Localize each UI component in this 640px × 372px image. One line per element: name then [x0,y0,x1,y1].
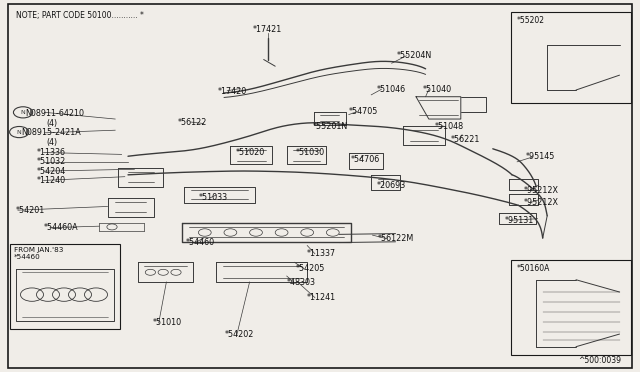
Text: FROM JAN.'83: FROM JAN.'83 [14,247,63,253]
Text: *11241: *11241 [307,293,337,302]
Text: *51040: *51040 [422,85,452,94]
Bar [511,12,631,103]
Text: *17421: *17421 [253,25,282,34]
Text: N08915-2421A: N08915-2421A [21,128,81,137]
Text: *54202: *54202 [225,330,255,339]
Text: *56122M: *56122M [378,234,414,243]
Text: *56221: *56221 [451,135,481,144]
Text: *48303: *48303 [287,278,316,287]
Text: *20693: *20693 [376,181,406,190]
Text: ^500:0039: ^500:0039 [578,356,621,365]
Text: *51033: *51033 [198,193,228,202]
Text: N: N [17,129,22,135]
Text: N: N [20,110,26,115]
Text: *54460: *54460 [14,254,41,260]
Text: *54205: *54205 [296,264,325,273]
Bar [10,244,120,329]
Bar [511,260,631,355]
Text: *54706: *54706 [351,155,380,164]
Text: *54705: *54705 [349,107,378,116]
Text: (4): (4) [46,138,57,147]
Text: *95145: *95145 [526,153,556,161]
Text: *55202: *55202 [524,51,553,60]
Text: *54460: *54460 [186,238,215,247]
Text: *95212X: *95212X [524,198,559,207]
Text: *54204: *54204 [37,167,67,176]
Text: *51030: *51030 [296,148,325,157]
Text: *95212X: *95212X [524,186,559,195]
Text: *55204N: *55204N [397,51,432,60]
Text: NOTE; PART CODE 50100........... *: NOTE; PART CODE 50100........... * [16,11,144,20]
Text: *11337: *11337 [307,249,337,258]
Text: *56122: *56122 [178,118,207,127]
Text: *17420: *17420 [218,87,247,96]
Text: *54460A: *54460A [44,223,78,232]
Text: *11240: *11240 [37,176,67,185]
Text: *11336: *11336 [37,148,66,157]
Text: *95131: *95131 [504,216,534,225]
Text: *51048: *51048 [435,122,465,131]
Text: (4): (4) [46,119,57,128]
Text: *50160A: *50160A [517,264,550,273]
Text: *51032: *51032 [37,157,67,166]
Text: *54201: *54201 [16,206,45,215]
Text: *55202: *55202 [517,16,545,25]
Text: *50160A: *50160A [530,283,564,292]
Text: *51010: *51010 [152,318,182,327]
Text: *55201N: *55201N [312,122,348,131]
Text: N08911-64210: N08911-64210 [26,109,84,118]
Text: *51046: *51046 [376,85,406,94]
Text: *51020: *51020 [236,148,265,157]
